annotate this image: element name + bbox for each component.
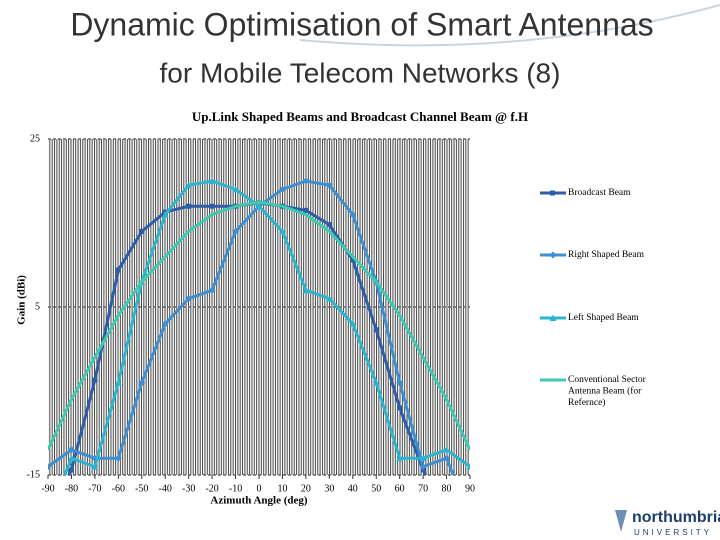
- marker: [161, 320, 169, 328]
- marker: [114, 379, 122, 386]
- marker: [138, 379, 146, 387]
- marker: [139, 228, 145, 234]
- marker: [419, 454, 427, 462]
- marker: [186, 203, 192, 209]
- x-tick-label: 20: [301, 483, 311, 494]
- marker: [397, 405, 403, 411]
- logo-icon: [615, 510, 627, 532]
- x-tick-label: 70: [418, 483, 428, 494]
- marker: [325, 181, 333, 189]
- x-tick-label: -90: [41, 483, 54, 494]
- marker: [91, 463, 99, 470]
- marker: [208, 177, 216, 184]
- marker: [373, 327, 379, 333]
- marker: [468, 515, 473, 520]
- x-tick-label: -40: [159, 483, 172, 494]
- marker: [326, 222, 332, 228]
- y-axis-label: Gain (dBi): [16, 275, 28, 325]
- x-tick-label: -70: [88, 483, 101, 494]
- slide-title: Dynamic Optimisation of Smart Antennas: [70, 6, 653, 42]
- legend-label: Left Shaped Beam: [568, 312, 639, 323]
- slide-title: for Mobile Telecom Networks (8): [160, 57, 561, 88]
- legend-label: Conventional Sector Antenna Beam (for Refe…: [568, 375, 647, 408]
- marker: [302, 177, 310, 185]
- marker: [467, 514, 474, 521]
- series-line: [48, 200, 470, 451]
- plot-series: [45, 177, 474, 521]
- marker: [115, 267, 121, 273]
- y-tick-label: 25: [30, 133, 40, 144]
- marker: [46, 515, 51, 520]
- x-tick-label: 0: [257, 483, 262, 494]
- marker: [349, 320, 357, 327]
- marker: [255, 202, 263, 210]
- x-tick-label: -50: [135, 483, 148, 494]
- x-tick-label: 90: [465, 483, 475, 494]
- x-tick-label: 10: [277, 483, 287, 494]
- marker: [444, 515, 449, 520]
- marker: [161, 211, 169, 218]
- legend-label-line: Left Shaped Beam: [568, 312, 639, 323]
- marker: [325, 295, 333, 302]
- marker: [372, 379, 380, 386]
- legend-label-line: Right Shaped Beam: [568, 250, 645, 260]
- marker: [48, 463, 52, 471]
- x-tick-label: 80: [442, 483, 452, 494]
- y-tick-label: -15: [27, 469, 40, 480]
- x-tick-label: 60: [395, 483, 405, 494]
- marker: [232, 185, 240, 193]
- logo-sub: UNIVERSITY: [634, 528, 712, 537]
- marker: [278, 227, 286, 235]
- marker: [68, 467, 74, 473]
- legend-marker: [549, 251, 557, 259]
- marker: [302, 286, 310, 294]
- x-tick-label: 30: [324, 483, 334, 494]
- marker: [443, 454, 451, 462]
- marker: [114, 454, 122, 462]
- y-tick-label: 5: [35, 301, 40, 312]
- legend-label: Broadcast Beam: [568, 188, 631, 198]
- x-tick-label: -20: [205, 483, 218, 494]
- marker: [185, 295, 193, 303]
- chart-title: Up.Link Shaped Beams and Broadcast Chann…: [192, 109, 528, 124]
- legend-marker: [550, 190, 555, 196]
- marker: [443, 446, 451, 453]
- marker: [419, 463, 427, 471]
- x-tick-label: -80: [65, 483, 78, 494]
- legend: [515, 175, 685, 425]
- marker: [45, 514, 52, 521]
- legend-marker: [549, 314, 557, 321]
- marker: [396, 379, 404, 387]
- logo-name: northumbria: [632, 509, 720, 526]
- x-tick-label: -60: [112, 483, 125, 494]
- legend-label-line: Conventional Sector: [568, 375, 647, 385]
- marker: [208, 286, 216, 294]
- marker: [303, 207, 309, 213]
- x-tick-label: -30: [182, 483, 195, 494]
- marker: [278, 185, 286, 193]
- x-tick-label: 50: [371, 483, 381, 494]
- x-axis-label: Azimuth Angle (deg): [210, 495, 308, 507]
- marker: [92, 377, 98, 383]
- marker: [67, 454, 75, 462]
- decor-swoosh: [299, 4, 720, 47]
- marker: [67, 446, 75, 454]
- marker: [209, 203, 215, 209]
- marker: [232, 227, 240, 235]
- legend-label-line: Broadcast Beam: [568, 188, 631, 198]
- logo-box: [608, 498, 720, 540]
- marker: [396, 454, 404, 462]
- marker: [185, 181, 193, 189]
- marker: [466, 463, 470, 470]
- x-tick-label: 40: [348, 483, 358, 494]
- legend-label-line: Refernce): [568, 397, 605, 408]
- marker: [350, 257, 356, 263]
- legend-label: Right Shaped Beam: [568, 250, 645, 260]
- marker: [349, 211, 357, 219]
- x-tick-label: -10: [229, 483, 242, 494]
- legend-label-line: Antenna Beam (for: [568, 386, 642, 397]
